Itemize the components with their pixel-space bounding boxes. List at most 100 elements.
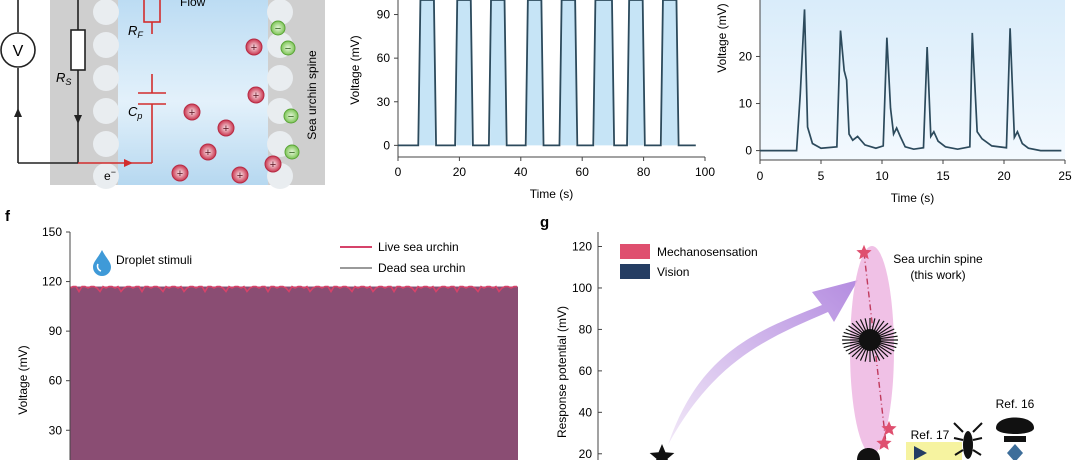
- sea-urchin-icon: [842, 318, 898, 362]
- ref16-vision-icon: [1007, 444, 1023, 460]
- resistor-rs: [70, 29, 86, 71]
- flow-label: Flow: [180, 0, 206, 9]
- ref17-label: Ref. 17: [911, 428, 950, 442]
- snail-icon: [857, 448, 880, 460]
- cation-sign: +: [223, 123, 229, 135]
- y-tick-label: 40: [579, 405, 593, 419]
- current-arrow-up: [14, 108, 22, 117]
- panel-label-f: f: [5, 208, 11, 225]
- ref16-shell-base: [1004, 436, 1026, 442]
- spine-point-top: [856, 244, 872, 260]
- legend-label: Mechanosensation: [657, 245, 758, 259]
- y-tick-label: 120: [42, 275, 62, 289]
- pore-column-right: [267, 0, 293, 189]
- x-tick-label: 60: [576, 165, 590, 179]
- y-tick-label: 150: [42, 225, 62, 239]
- y-tick-label: 90: [49, 324, 63, 338]
- legend-label: Vision: [657, 265, 689, 279]
- spine-point-lower: [876, 435, 892, 450]
- cation-icon: [264, 155, 282, 173]
- y-tick-label: 100: [572, 281, 592, 295]
- y-tick-label: 10: [739, 97, 753, 111]
- x-tick-label: 0: [757, 169, 764, 183]
- anion-icon: [280, 40, 296, 56]
- ref16-shell-icon: [996, 417, 1034, 434]
- urchin-body: [859, 329, 881, 351]
- x-axis-label: Time (s): [530, 187, 574, 201]
- x-tick-label: 40: [514, 165, 528, 179]
- y-tick-label: 30: [49, 423, 63, 437]
- cation-icon: [217, 119, 235, 137]
- cation-icon: [183, 103, 201, 121]
- voltage-series: [760, 9, 1062, 152]
- y-tick-label: 20: [579, 447, 593, 460]
- y-axis-label: Voltage (mV): [348, 35, 362, 104]
- pulse-band: [419, 0, 435, 146]
- pulse-band: [662, 0, 678, 146]
- red-circuit: [78, 0, 166, 164]
- crayfish-icon: [953, 422, 983, 459]
- y-tick-label: 90: [377, 8, 391, 22]
- rf-label: RF: [128, 23, 143, 40]
- y-axis-label: Voltage (mV): [16, 345, 30, 414]
- cation-icon: [199, 143, 217, 161]
- pulse-band: [594, 0, 613, 146]
- crayfish-legs: [953, 422, 983, 456]
- anion-icon: [283, 108, 299, 124]
- spine-point-low: [881, 420, 897, 436]
- voltmeter-icon: [0, 32, 36, 68]
- legend-label: Live sea urchin: [378, 240, 459, 254]
- cation-sign: +: [177, 168, 183, 180]
- current-arrow-down: [74, 115, 82, 124]
- droplet-annotation: Droplet stimuli: [116, 253, 192, 267]
- x-tick-label: 20: [997, 169, 1011, 183]
- cation-sign: +: [205, 147, 211, 159]
- rs-label: RS: [56, 70, 71, 87]
- cation-icon: [171, 164, 189, 182]
- pulse-band: [526, 0, 543, 146]
- ref16-label: Ref. 16: [996, 397, 1035, 411]
- x-tick-label: 0: [395, 165, 402, 179]
- spine-label: Sea urchin spine: [305, 50, 319, 140]
- cation-sign: +: [189, 107, 195, 119]
- x-tick-label: 20: [453, 165, 467, 179]
- droplet-icon: [93, 250, 111, 276]
- x-tick-label: 15: [936, 169, 950, 183]
- y-axis-label: Response potential (mV): [555, 306, 569, 438]
- y-axis-label: Voltage (mV): [715, 3, 729, 72]
- y-tick-label: 120: [572, 240, 592, 254]
- cation-sign: +: [253, 90, 259, 102]
- droplet-highlight: [96, 263, 102, 272]
- legend-swatch: [620, 264, 650, 279]
- long-trace-chart: 150 120 90 60 30 Voltage (mV) Droplet stimuli L…: [16, 225, 518, 460]
- crayfish-body: [963, 431, 973, 459]
- cation-icon: [247, 86, 265, 104]
- anion-icon: [284, 144, 300, 160]
- cp-label: Cp: [128, 104, 142, 121]
- y-tick-label: 20: [739, 49, 753, 63]
- live-series-top: [69, 285, 517, 294]
- cation-icon: [245, 38, 263, 56]
- y-tick-label: 60: [579, 364, 593, 378]
- spine-annotation: Sea urchin spine: [893, 252, 983, 266]
- spine-annotation-sub: (this work): [910, 268, 965, 282]
- anion-group: −−−−: [270, 20, 300, 160]
- electron-label: e−: [104, 167, 116, 183]
- cation-sign: +: [270, 159, 276, 171]
- panel-label-g: g: [540, 214, 549, 231]
- comparison-chart: 120 100 80 60 40 20 Response potential (mV) Mec…: [555, 232, 1035, 460]
- anion-sign: −: [288, 111, 294, 123]
- anion-sign: −: [289, 147, 295, 159]
- pore-column-left: [93, 0, 119, 189]
- x-tick-label: 10: [875, 169, 889, 183]
- y-tick-label: 60: [377, 51, 391, 65]
- y-tick-label: 60: [49, 374, 63, 388]
- live-area: [70, 286, 518, 460]
- starfish-icon: [649, 444, 675, 460]
- pulse-band: [490, 0, 506, 146]
- cation-sign: +: [251, 42, 257, 54]
- legend-label: Dead sea urchin: [378, 261, 465, 275]
- electron-arrow: [124, 159, 133, 167]
- spike-trace-chart: 0 5 10 15 20 25 0 10 20 Time (s) Voltage (mV): [715, 0, 1072, 205]
- pulse-band: [456, 0, 472, 146]
